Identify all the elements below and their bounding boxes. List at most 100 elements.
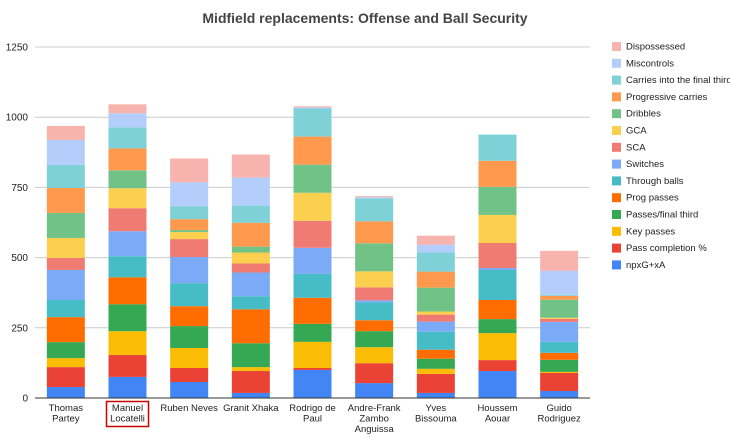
bar-segment [355,347,394,364]
bar-segment [355,300,394,303]
x-tick-label-line: Andre-Frank [348,403,401,414]
legend-item: Pass completion % [612,243,707,254]
legend-swatch [612,210,621,219]
bar-segment [231,246,270,253]
bar-segment [46,125,85,140]
bar-segment [540,299,579,318]
x-tick-label-line: Aouar [485,414,510,425]
bar-segment [293,297,332,324]
x-tick-label-line: Granit Xhaka [223,403,279,414]
legend-swatch [612,58,621,68]
bar-segment [231,371,270,393]
legend-swatch [612,176,621,186]
bar-segment [46,139,85,165]
legend-item: Switches [612,159,664,170]
y-tick-label: 0 [22,394,28,405]
bar-segment [478,214,517,243]
bar-segment [293,106,332,108]
bar-segment [108,331,147,356]
bar-stack [478,134,517,398]
bar-segment [355,196,394,198]
bar-segment [293,107,332,109]
bar-segment [46,387,85,398]
bar-segment [478,300,517,320]
bar-segment [108,208,147,232]
bar-segment [170,206,209,220]
bar-segment [46,187,85,213]
legend-swatch [612,260,621,270]
bar-stack [355,196,394,398]
bar-stack [46,125,85,398]
x-tick-label-line: Anguissa [355,424,395,435]
bar-segment [170,239,209,258]
bars [46,104,579,398]
legend-swatch [612,159,621,169]
bar-segment [416,373,455,393]
bar-segment [293,108,332,137]
legend-label: Through balls [626,176,684,187]
bar-segment [46,237,85,258]
bar-segment [416,271,455,288]
legend-label: Key passes [626,226,675,237]
bar-segment [108,355,147,377]
x-tick-label: Granit Xhaka [223,403,279,414]
bar-segment [46,257,85,270]
legend-swatch [612,126,621,135]
bar-segment [540,295,579,300]
bar-segment [293,369,332,398]
bar-segment [416,311,455,315]
bar-segment [108,127,147,149]
bar-segment [231,252,270,264]
bar-segment [416,235,455,245]
bar-segment [108,148,147,171]
bar-segment [170,219,209,231]
bar-segment [231,343,270,368]
legend-label: Carries into the final third [626,75,730,86]
bar-segment [540,390,579,398]
bar-segment [46,269,85,301]
bar-segment [108,376,147,398]
bar-segment [170,326,209,349]
x-tick-label-line: Partey [52,414,80,425]
x-tick-label-line: Yves [426,403,447,414]
bar-segment [355,198,394,222]
bar-segment [108,304,147,332]
x-tick-label-line: Paul [303,414,322,425]
bar-segment [478,242,517,268]
bar-segment [46,342,85,359]
bar-segment [478,267,517,270]
bar-segment [540,359,579,372]
legend-item: Passes/final third [612,210,698,221]
x-tick-label-line: Ruben Neves [160,403,218,414]
bar-stack [293,106,332,398]
bar-segment [293,273,332,298]
legend-label: Dispossessed [626,42,685,53]
bar-segment [416,321,455,332]
bar-segment [108,170,147,189]
bar-segment [46,367,85,388]
bar-segment [293,367,332,370]
legend-swatch [612,193,621,203]
x-tick-label-line: Manuel [112,403,143,414]
bar-segment [231,154,270,178]
bar-segment [416,252,455,272]
legend-item: SCA [612,142,646,153]
bar-segment [231,177,270,206]
bar-segment [540,341,579,353]
bar-segment [231,296,270,310]
legend-label: npxG+xA [626,260,666,271]
bar-segment [170,367,209,382]
bar-segment [293,192,332,221]
bar-segment [416,349,455,359]
x-tick-label-line: Bissouma [415,414,457,425]
bar-segment [416,314,455,322]
bar-segment [108,277,147,305]
x-tick-label-line: Rodrigo de [289,403,335,414]
legend-item: Progressive carries [612,92,708,103]
bar-segment [170,283,209,307]
